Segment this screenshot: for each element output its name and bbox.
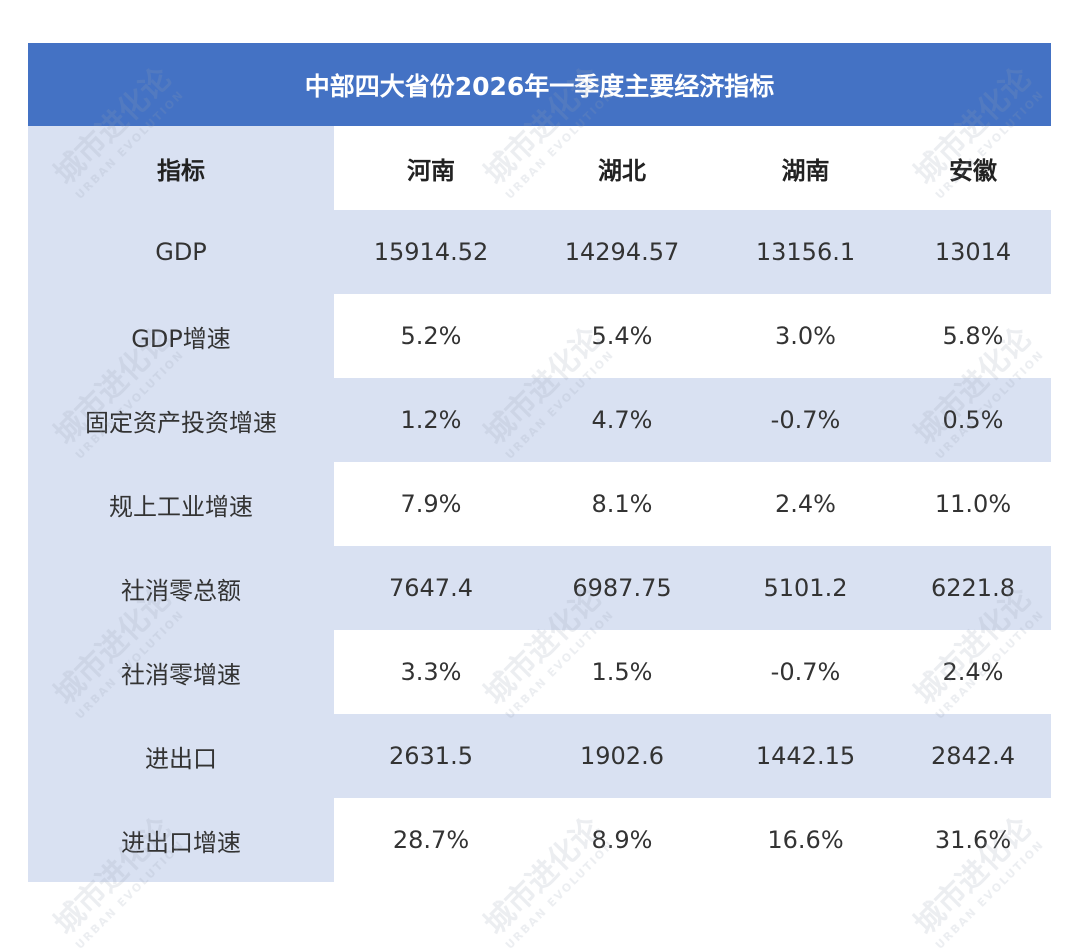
table-cell: 0.5%: [895, 378, 1051, 462]
table-cell: 8.1%: [528, 462, 716, 546]
row-label: GDP增速: [28, 294, 334, 378]
column-header: 安徽: [895, 126, 1051, 210]
table-cell: 15914.52: [334, 210, 528, 294]
row-label: 规上工业增速: [28, 462, 334, 546]
table-cell: 4.7%: [528, 378, 716, 462]
table-row: 社消零总额 7647.4 6987.75 5101.2 6221.8: [28, 546, 1051, 630]
table-cell: 1442.15: [716, 714, 895, 798]
table-cell: 13014: [895, 210, 1051, 294]
table-row: 社消零增速 3.3% 1.5% -0.7% 2.4%: [28, 630, 1051, 714]
table-cell: 1.5%: [528, 630, 716, 714]
table-cell: 31.6%: [895, 798, 1051, 882]
table-cell: -0.7%: [716, 378, 895, 462]
table-cell: 7647.4: [334, 546, 528, 630]
table-cell: 5.8%: [895, 294, 1051, 378]
row-label: GDP: [28, 210, 334, 294]
table-cell: 1.2%: [334, 378, 528, 462]
row-label: 进出口增速: [28, 798, 334, 882]
column-header: 指标: [28, 126, 334, 210]
table-cell: 3.0%: [716, 294, 895, 378]
table-title: 中部四大省份2026年一季度主要经济指标: [28, 43, 1051, 126]
row-label: 社消零增速: [28, 630, 334, 714]
table-row: 固定资产投资增速 1.2% 4.7% -0.7% 0.5%: [28, 378, 1051, 462]
table-cell: 14294.57: [528, 210, 716, 294]
table-row: 进出口增速 28.7% 8.9% 16.6% 31.6%: [28, 798, 1051, 882]
column-header: 湖北: [528, 126, 716, 210]
table-cell: -0.7%: [716, 630, 895, 714]
table-cell: 6221.8: [895, 546, 1051, 630]
row-label: 固定资产投资增速: [28, 378, 334, 462]
table-cell: 11.0%: [895, 462, 1051, 546]
table-row: 规上工业增速 7.9% 8.1% 2.4% 11.0%: [28, 462, 1051, 546]
table-cell: 3.3%: [334, 630, 528, 714]
table-cell: 2.4%: [895, 630, 1051, 714]
table-cell: 16.6%: [716, 798, 895, 882]
table-cell: 28.7%: [334, 798, 528, 882]
table-cell: 5.4%: [528, 294, 716, 378]
table-cell: 5.2%: [334, 294, 528, 378]
table-row: 进出口 2631.5 1902.6 1442.15 2842.4: [28, 714, 1051, 798]
indicator-table: 中部四大省份2026年一季度主要经济指标 指标 河南 湖北 湖南 安徽 GDP 1…: [28, 43, 1051, 882]
table-cell: 1902.6: [528, 714, 716, 798]
table-cell: 8.9%: [528, 798, 716, 882]
table-cell: 6987.75: [528, 546, 716, 630]
column-header: 河南: [334, 126, 528, 210]
table-cell: 2842.4: [895, 714, 1051, 798]
column-header: 湖南: [716, 126, 895, 210]
table-cell: 2631.5: [334, 714, 528, 798]
table-row: GDP增速 5.2% 5.4% 3.0% 5.8%: [28, 294, 1051, 378]
table-body: GDP 15914.52 14294.57 13156.1 13014 GDP增速 5.2%…: [28, 210, 1051, 882]
table-cell: 7.9%: [334, 462, 528, 546]
table-cell: 2.4%: [716, 462, 895, 546]
row-label: 社消零总额: [28, 546, 334, 630]
table-row: GDP 15914.52 14294.57 13156.1 13014: [28, 210, 1051, 294]
table-cell: 5101.2: [716, 546, 895, 630]
header-row: 指标 河南 湖北 湖南 安徽: [28, 126, 1051, 210]
row-label: 进出口: [28, 714, 334, 798]
table-cell: 13156.1: [716, 210, 895, 294]
